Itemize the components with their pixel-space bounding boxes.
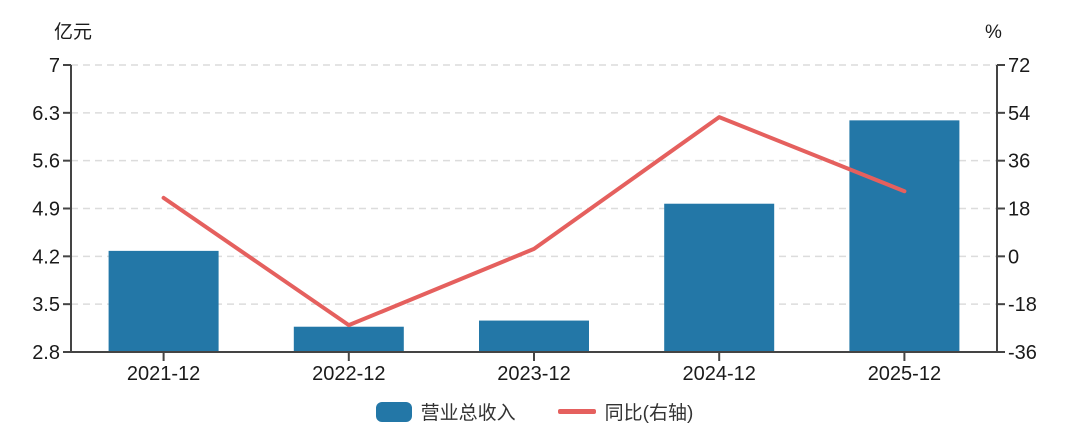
left-axis-tick-label: 4.9 bbox=[32, 199, 60, 221]
x-axis-tick-label: 2024-12 bbox=[682, 363, 755, 385]
chart-plot-area: 7 6.3 5.6 4.9 4.2 3.5 2.8 72 54 36 18 0 -18 -36 2021-1… bbox=[32, 55, 1037, 385]
legend-label-revenue: 营业总收入 bbox=[420, 403, 516, 424]
x-axis-tick-label: 2025-12 bbox=[868, 363, 941, 385]
legend-item-revenue[interactable]: 营业总收入 bbox=[375, 398, 516, 425]
x-axis-tick-label: 2023-12 bbox=[497, 363, 570, 385]
x-axis-tick-label: 2022-12 bbox=[312, 363, 385, 385]
right-axis-tick-label: 72 bbox=[1008, 55, 1030, 77]
bar-2024-12[interactable] bbox=[664, 203, 775, 352]
right-axis-tick-label: -36 bbox=[1008, 342, 1037, 364]
left-axis-tick-label: 3.5 bbox=[32, 294, 60, 316]
right-axis-unit-label: % bbox=[985, 22, 1002, 43]
bar-2023-12[interactable] bbox=[479, 320, 589, 352]
left-axis-tick-label: 5.6 bbox=[32, 151, 60, 173]
bar-series-swatch-icon bbox=[375, 401, 412, 422]
left-axis-unit-label: 亿元 bbox=[54, 22, 93, 43]
chart-legend: 营业总收入 同比(右轴) bbox=[0, 398, 1069, 425]
left-axis-tick-label: 7 bbox=[49, 55, 60, 77]
right-axis-tick-label: 18 bbox=[1008, 199, 1030, 221]
yoy-line[interactable] bbox=[161, 115, 907, 328]
bar-2025-12[interactable] bbox=[849, 120, 960, 352]
bar-2022-12[interactable] bbox=[293, 326, 404, 352]
legend-item-yoy[interactable]: 同比(右轴) bbox=[557, 398, 694, 425]
left-axis-tick-label: 6.3 bbox=[32, 103, 60, 125]
left-axis-tick-label: 4.2 bbox=[32, 246, 60, 268]
left-axis-tick-label: 2.8 bbox=[32, 342, 60, 364]
bar-2021-12[interactable] bbox=[108, 250, 219, 352]
legend-label-yoy: 同比(右轴) bbox=[604, 403, 694, 424]
right-axis-tick-label: 0 bbox=[1008, 246, 1019, 268]
right-axis-tick-label: 54 bbox=[1008, 103, 1030, 125]
line-series-swatch-icon bbox=[557, 409, 596, 414]
x-axis-tick-label: 2021-12 bbox=[127, 363, 200, 385]
right-axis-tick-label: 36 bbox=[1008, 151, 1030, 173]
right-axis-tick-label: -18 bbox=[1008, 294, 1037, 316]
